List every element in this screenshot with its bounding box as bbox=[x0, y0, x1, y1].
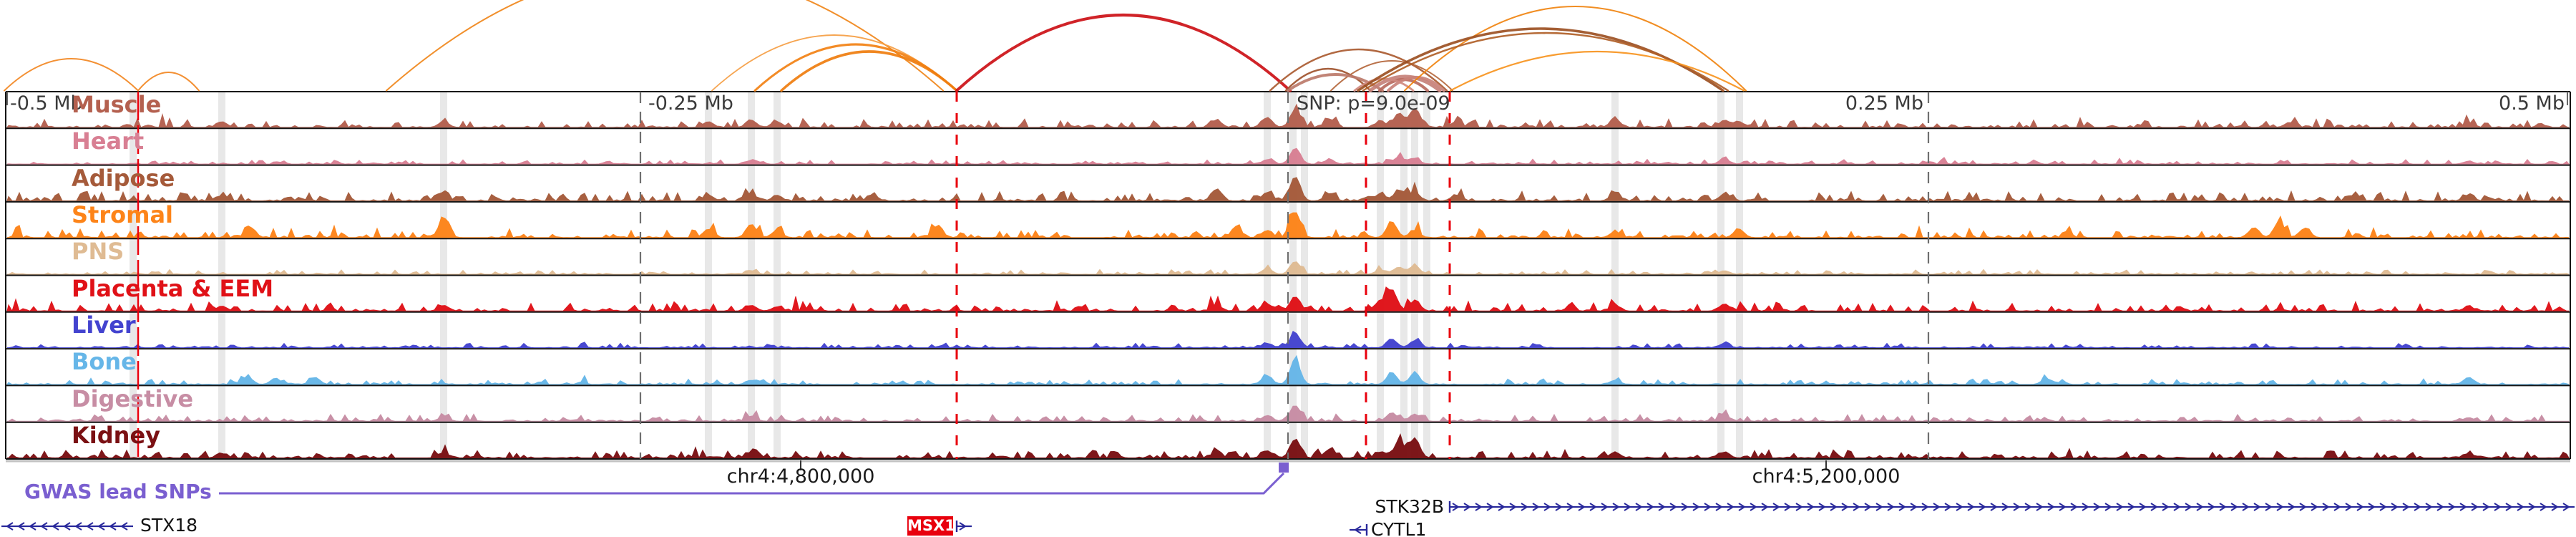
gwas-lead-snp-marker bbox=[1279, 463, 1289, 473]
signal-placenta-eem bbox=[6, 286, 2569, 312]
track-label-liver: Liver bbox=[72, 311, 136, 339]
track-label-pns: PNS bbox=[72, 238, 125, 265]
gene-cytl1 bbox=[1350, 524, 1368, 536]
red-dashed-lines bbox=[137, 92, 1451, 459]
track-label-adipose: Adipose bbox=[72, 165, 175, 192]
interaction-arc bbox=[386, 0, 944, 92]
track-label-placenta-eem: Placenta & EEM bbox=[72, 275, 274, 302]
gwas-lead-snps-track bbox=[219, 463, 1289, 495]
axis-label-minus-0-25mb: -0.25 Mb bbox=[648, 92, 733, 115]
gene-label-stx18: STX18 bbox=[140, 515, 198, 536]
interaction-arc bbox=[1404, 6, 1747, 92]
axis-label-plus-0-25mb: 0.25 Mb bbox=[1845, 92, 1923, 115]
coordinate-label-left: chr4:4,800,000 bbox=[726, 465, 875, 488]
scale-guide-lines bbox=[6, 92, 2568, 459]
signal-liver bbox=[7, 330, 2569, 349]
track-label-muscle: Muscle bbox=[72, 91, 162, 118]
interaction-arc bbox=[1284, 67, 1372, 92]
gene-stk32b bbox=[1448, 501, 2575, 513]
gene-stx18 bbox=[1, 522, 133, 531]
coordinate-label-right: chr4:5,200,000 bbox=[1752, 465, 1901, 488]
coordinate-ticks bbox=[800, 460, 1827, 470]
gene-label-stk32b: STK32B bbox=[1375, 496, 1445, 517]
gene-label-msx1: MSX1 bbox=[907, 516, 955, 536]
gene-label-cytl1: CYTL1 bbox=[1371, 519, 1427, 537]
signal-pns bbox=[7, 261, 2570, 275]
interaction-arc bbox=[4, 58, 139, 92]
signal-stromal bbox=[6, 212, 2570, 238]
interaction-arc bbox=[1330, 60, 1453, 92]
interaction-arcs bbox=[4, 0, 1747, 92]
track-label-kidney: Kidney bbox=[72, 422, 161, 449]
gene-msx1 bbox=[955, 521, 972, 532]
axis-label-plus-0-5mb: 0.5 Mb bbox=[2499, 92, 2565, 115]
axis-label-minus-0-5mb: -0.5 Mb bbox=[10, 92, 83, 115]
track-label-heart: Heart bbox=[72, 127, 145, 155]
gwas-connector-line bbox=[219, 472, 1285, 495]
interaction-arc bbox=[1287, 73, 1384, 92]
gwas-lead-snps-label: GWAS lead SNPs bbox=[24, 480, 212, 503]
track-label-stromal: Stromal bbox=[72, 201, 174, 228]
interaction-arc bbox=[1368, 74, 1442, 92]
gene-annotations bbox=[1, 501, 2575, 536]
track-label-bone: Bone bbox=[72, 348, 137, 375]
snp-pvalue-label: SNP: p=9.0e-09 bbox=[1297, 92, 1450, 115]
panel-bottom-shadow bbox=[6, 460, 2570, 463]
interaction-arc bbox=[1449, 50, 1745, 92]
interaction-arc bbox=[1387, 76, 1445, 92]
interaction-arc bbox=[137, 72, 200, 92]
interaction-arc bbox=[955, 14, 1292, 92]
interaction-arc bbox=[780, 50, 958, 92]
track-label-digestive: Digestive bbox=[72, 385, 194, 412]
